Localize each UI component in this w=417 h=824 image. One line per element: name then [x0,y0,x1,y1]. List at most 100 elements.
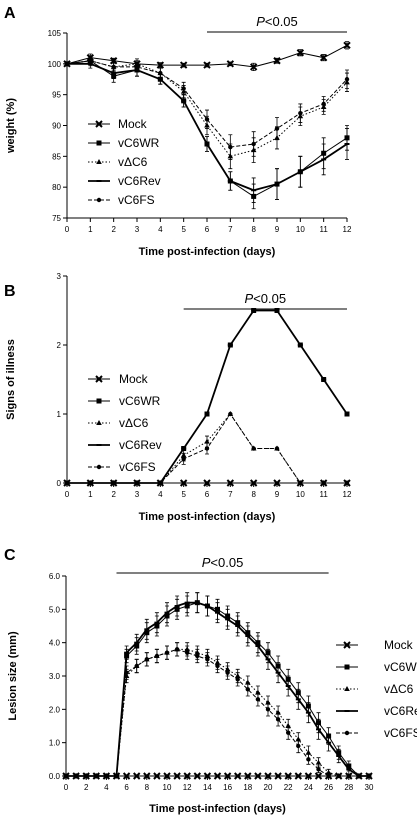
series-vc6fs [64,411,350,486]
data-point [304,772,313,780]
data-point [164,650,170,655]
legend-marker [96,464,102,470]
data-point [88,58,93,63]
data-point [173,772,181,780]
x-tick-label: 30 [365,783,374,792]
data-point [195,653,200,659]
x-tick-label: 5 [181,225,186,234]
x-tick-label: 6 [205,225,210,234]
legend-item: vΔC6 [88,416,149,430]
data-point [183,772,191,780]
data-point [235,677,240,682]
data-point [346,773,351,779]
data-point [296,743,301,749]
legend-item: vC6Rev [88,438,162,452]
y-tick-label: 5.0 [49,605,61,614]
data-point [255,689,261,695]
data-point [319,53,328,62]
legend-item: vC6Rev [336,704,417,718]
data-point [251,141,256,147]
x-tick-label: 3 [135,225,140,234]
data-point [143,772,151,780]
x-tick-label: 24 [304,783,313,792]
panel-letter: A [4,5,16,22]
data-point [344,480,350,486]
panel-letter: B [4,283,16,300]
data-point [306,757,311,762]
p-value-label: P<0.05 [202,555,244,570]
x-tick-label: 6 [205,490,210,499]
x-tick-label: 10 [296,225,305,234]
data-point [343,41,351,50]
data-point [179,479,188,487]
legend-label: vC6FS [119,460,156,474]
data-point [223,772,232,780]
y-tick-label: 1 [57,410,62,419]
legend-marker [343,641,351,649]
data-point [336,773,341,779]
x-axis-label: Time post-infection (days) [139,511,276,523]
series-vc6rev [64,309,350,484]
x-tick-label: 11 [320,225,329,234]
x-tick-label: 5 [181,490,186,499]
x-axis-label: Time post-infection (days) [149,803,286,815]
legend-label: Mock [384,638,414,652]
y-tick-label: 1.0 [49,739,61,748]
x-tick-label: 14 [203,783,212,792]
series-line [67,310,348,484]
data-point [245,679,251,685]
series-vc6rev [63,592,372,777]
x-tick-label: 2 [84,783,89,792]
data-point [158,70,163,76]
legend-marker [96,398,102,404]
data-point [344,77,350,82]
data-point [228,411,233,417]
y-tick-label: 6.0 [49,572,61,581]
legend-label: vC6Rev [119,438,162,452]
data-point [265,699,271,705]
legend-item: vΔC6 [336,682,414,696]
y-axis-label: weight (%) [5,98,17,154]
y-tick-label: 2.0 [49,705,61,714]
data-point [274,772,282,780]
series-vc6fs [63,642,372,779]
legend-item: vC6Rev [88,174,161,188]
data-point [273,57,281,65]
data-point [226,60,235,68]
data-point [315,759,322,765]
series-mock [63,41,351,72]
legend-marker [95,120,103,128]
data-point [204,438,210,444]
y-tick-label: 3.0 [49,672,61,681]
legend-label: vΔC6 [118,155,148,169]
data-point [245,687,250,692]
legend-marker [96,159,102,164]
data-point [134,480,140,486]
y-tick-label: 100 [48,60,62,69]
data-point [275,709,281,715]
data-point [314,772,323,780]
y-tick-label: 80 [52,183,61,192]
legend-label: Mock [118,117,148,131]
data-point [204,117,210,122]
data-point [181,456,186,462]
legend-item: vC6FS [88,193,155,207]
data-point [134,64,140,70]
data-point [132,772,141,780]
data-point [356,773,362,779]
data-point [321,480,326,486]
data-point [298,110,303,116]
x-tick-label: 22 [284,783,293,792]
legend-marker [96,140,102,146]
series-vc6fs [64,56,350,160]
x-tick-label: 0 [65,490,70,499]
x-tick-label: 9 [275,490,280,499]
x-tick-label: 10 [163,783,172,792]
data-point [284,772,292,780]
data-point [366,773,372,779]
x-tick-label: 18 [243,783,252,792]
x-tick-label: 12 [183,783,192,792]
y-tick-label: 0.0 [49,772,61,781]
